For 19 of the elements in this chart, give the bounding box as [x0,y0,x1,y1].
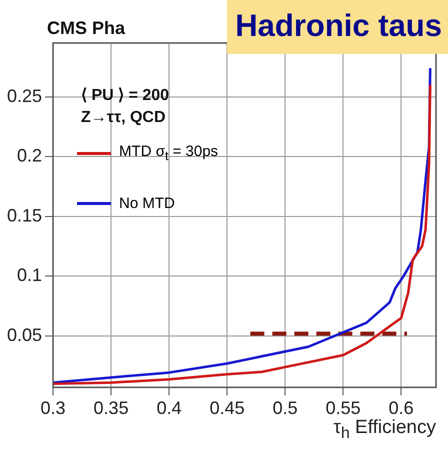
x-tick-label: 0.45 [210,398,245,418]
y-tick-label: 0.2 [17,146,42,166]
y-tick-label: 0.15 [6,205,42,226]
x-tick-label: 0.55 [326,398,361,418]
annotation: Z→ττ, QCD [81,109,166,127]
legend-label: MTD σ$_{t}$ = 30ps [119,143,218,163]
y-tick-label: 0.1 [17,265,42,286]
x-tick-label: 0.4 [156,398,182,418]
legend-label: No MTD [119,195,175,212]
x-axis-title: τ$_{h}$ Efficiency [333,417,436,444]
x-tick-label: 0.35 [94,398,129,418]
x-tick-label: 0.3 [40,398,66,418]
annotation: ⟨ PU ⟩ = 200 [81,86,170,105]
chart-title: Hadronic taus [227,0,448,54]
y-tick-label: 0.25 [6,86,42,106]
y-tick-label: 0.05 [6,324,42,345]
x-tick-label: 0.5 [272,398,298,418]
text: CMS Pha [47,18,126,39]
x-tick-label: 0.6 [388,398,414,418]
